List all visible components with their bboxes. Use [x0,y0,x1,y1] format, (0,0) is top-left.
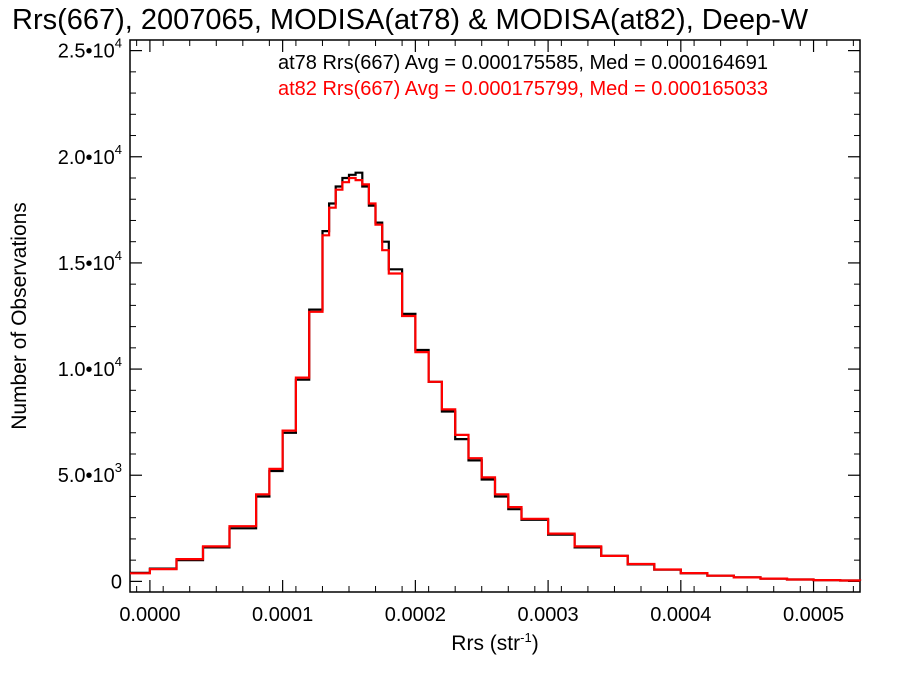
series-line-at82 [130,176,862,582]
y-tick-label: 2.0•104 [58,142,122,169]
plot-area [129,39,862,593]
chart-title: Rrs(667), 2007065, MODISA(at78) & MODISA… [12,4,809,36]
legend-entry-at82: at82 Rrs(667) Avg = 0.000175799, Med = 0… [278,78,768,100]
x-axis-label-suffix: ) [532,632,539,655]
y-tick-label: 2.5•104 [58,36,122,63]
y-axis-label: Number of Observations [8,202,31,430]
x-tick-label: 0.0001 [252,604,313,626]
x-axis-label-superscript: -1 [520,630,532,645]
y-tick-label: 1.0•104 [58,354,122,381]
x-tick-label: 0.0002 [385,604,446,626]
y-tick-label: 0 [111,571,122,593]
x-tick-label: 0.0000 [119,604,180,626]
y-tick-label: 5.0•103 [58,460,122,487]
x-axis-label: Rrs (str-1) [451,630,538,655]
x-tick-labels: 0.0000 0.0001 0.0002 0.0003 0.0004 0.0005 [119,604,844,626]
y-tick-labels: 0 5.0•103 1.0•104 1.5•104 2.0•104 2.5•104 [58,36,122,594]
x-tick-label: 0.0004 [650,604,711,626]
legend-entry-at78: at78 Rrs(667) Avg = 0.000175585, Med = 0… [278,52,768,74]
x-tick-label: 0.0003 [518,604,579,626]
axis-ticks [130,40,860,592]
series-line-at78 [130,171,862,582]
y-tick-label: 1.5•104 [58,248,122,275]
x-axis-label-main: Rrs (str [451,632,520,655]
series-layer [130,171,862,582]
plot-frame [129,39,861,593]
legend: at78 Rrs(667) Avg = 0.000175585, Med = 0… [278,52,768,100]
x-tick-label: 0.0005 [783,604,844,626]
